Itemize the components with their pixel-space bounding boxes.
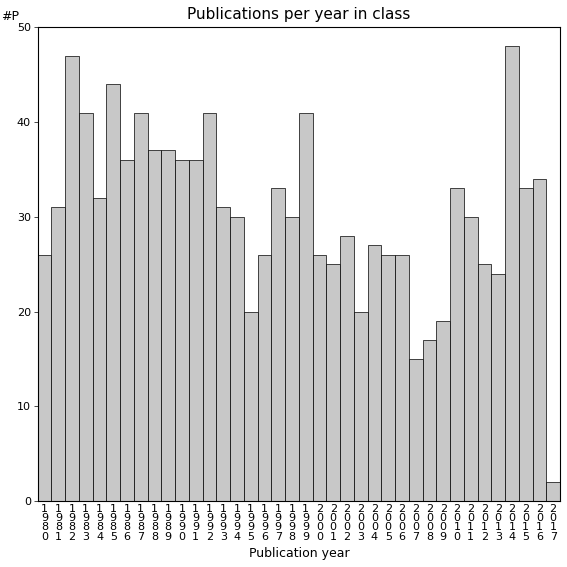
Bar <box>162 150 175 501</box>
Bar <box>147 150 162 501</box>
Bar <box>107 84 120 501</box>
Bar <box>354 312 367 501</box>
Bar <box>189 160 202 501</box>
Bar <box>230 217 244 501</box>
Bar <box>244 312 257 501</box>
Bar <box>299 113 312 501</box>
Bar <box>327 264 340 501</box>
Bar <box>340 236 354 501</box>
Bar <box>422 340 437 501</box>
Bar <box>409 359 422 501</box>
Bar <box>79 113 92 501</box>
Bar <box>120 160 134 501</box>
Bar <box>92 198 107 501</box>
Bar <box>382 255 395 501</box>
Bar <box>367 246 382 501</box>
Bar <box>134 113 147 501</box>
Bar <box>450 188 464 501</box>
Bar <box>312 255 327 501</box>
Bar <box>464 217 477 501</box>
Bar <box>202 113 217 501</box>
Bar <box>492 274 505 501</box>
Bar <box>547 482 560 501</box>
Bar <box>437 321 450 501</box>
Bar <box>52 208 65 501</box>
X-axis label: Publication year: Publication year <box>248 547 349 560</box>
Bar <box>257 255 272 501</box>
Bar <box>532 179 547 501</box>
Text: #P: #P <box>1 10 19 23</box>
Bar <box>65 56 79 501</box>
Bar <box>217 208 230 501</box>
Bar <box>519 188 532 501</box>
Bar <box>272 188 285 501</box>
Bar <box>175 160 189 501</box>
Bar <box>477 264 492 501</box>
Title: Publications per year in class: Publications per year in class <box>187 7 411 22</box>
Bar <box>37 255 52 501</box>
Bar <box>285 217 299 501</box>
Bar <box>395 255 409 501</box>
Bar <box>505 46 519 501</box>
